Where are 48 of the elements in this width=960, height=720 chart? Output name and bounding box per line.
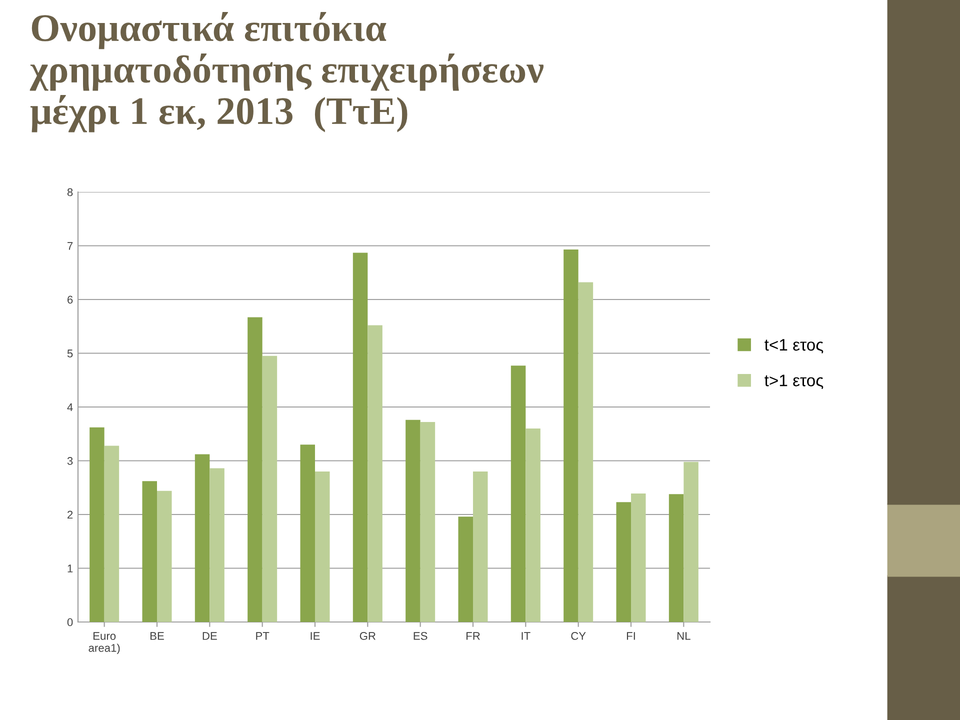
chart-title: Ονομαστικά επιτόκια χρηματοδότησης επιχειρήσεων μέχρι 1 εκ, 2013 (ΤτΕ) bbox=[30, 12, 544, 132]
y-tick-label: 7 bbox=[68, 242, 73, 250]
bar bbox=[142, 481, 157, 622]
x-tick-label: CY bbox=[571, 632, 586, 640]
x-tick-label: Euro area1) bbox=[88, 632, 120, 654]
bar bbox=[248, 317, 262, 622]
x-tick-label: BE bbox=[150, 632, 164, 640]
bar bbox=[458, 516, 473, 622]
legend-label: t<1 ετος bbox=[764, 339, 824, 354]
y-tick-label: 2 bbox=[68, 510, 73, 519]
x-tick-label: GR bbox=[360, 632, 376, 640]
bar bbox=[352, 252, 368, 622]
bar bbox=[406, 420, 420, 622]
x-tick-label: IT bbox=[522, 632, 530, 640]
bar bbox=[510, 366, 526, 622]
bar bbox=[616, 502, 631, 622]
bar bbox=[194, 454, 210, 622]
y-tick-label: 1 bbox=[68, 564, 73, 572]
bar bbox=[526, 428, 540, 622]
bar bbox=[90, 427, 104, 622]
x-tick-label: PT bbox=[256, 632, 270, 640]
y-tick-label: 5 bbox=[67, 350, 73, 358]
bar bbox=[668, 494, 684, 622]
bar bbox=[262, 356, 278, 622]
x-tick-label: DE bbox=[202, 632, 217, 640]
y-tick-label: 6 bbox=[68, 296, 73, 304]
bar bbox=[473, 472, 488, 622]
bar bbox=[368, 325, 382, 622]
bar bbox=[684, 462, 698, 622]
y-tick-label: 8 bbox=[67, 188, 73, 196]
bar bbox=[104, 446, 120, 622]
bar bbox=[300, 444, 315, 622]
y-tick-label: 4 bbox=[67, 403, 73, 412]
bar bbox=[564, 250, 578, 622]
x-tick-label: IE bbox=[310, 632, 320, 640]
x-tick-label: ES bbox=[414, 632, 428, 640]
bar bbox=[578, 282, 594, 622]
bar bbox=[210, 468, 224, 622]
x-tick-label: FR bbox=[466, 632, 480, 640]
y-tick-label: 3 bbox=[67, 457, 73, 465]
bar bbox=[420, 422, 436, 622]
x-tick-label: NL bbox=[677, 632, 690, 640]
bar bbox=[157, 490, 172, 622]
bar bbox=[631, 494, 646, 622]
legend-label: t>1 ετος bbox=[764, 374, 824, 390]
bar bbox=[315, 472, 330, 622]
y-tick-label: 0 bbox=[67, 618, 73, 626]
x-tick-label: FI bbox=[626, 632, 635, 640]
